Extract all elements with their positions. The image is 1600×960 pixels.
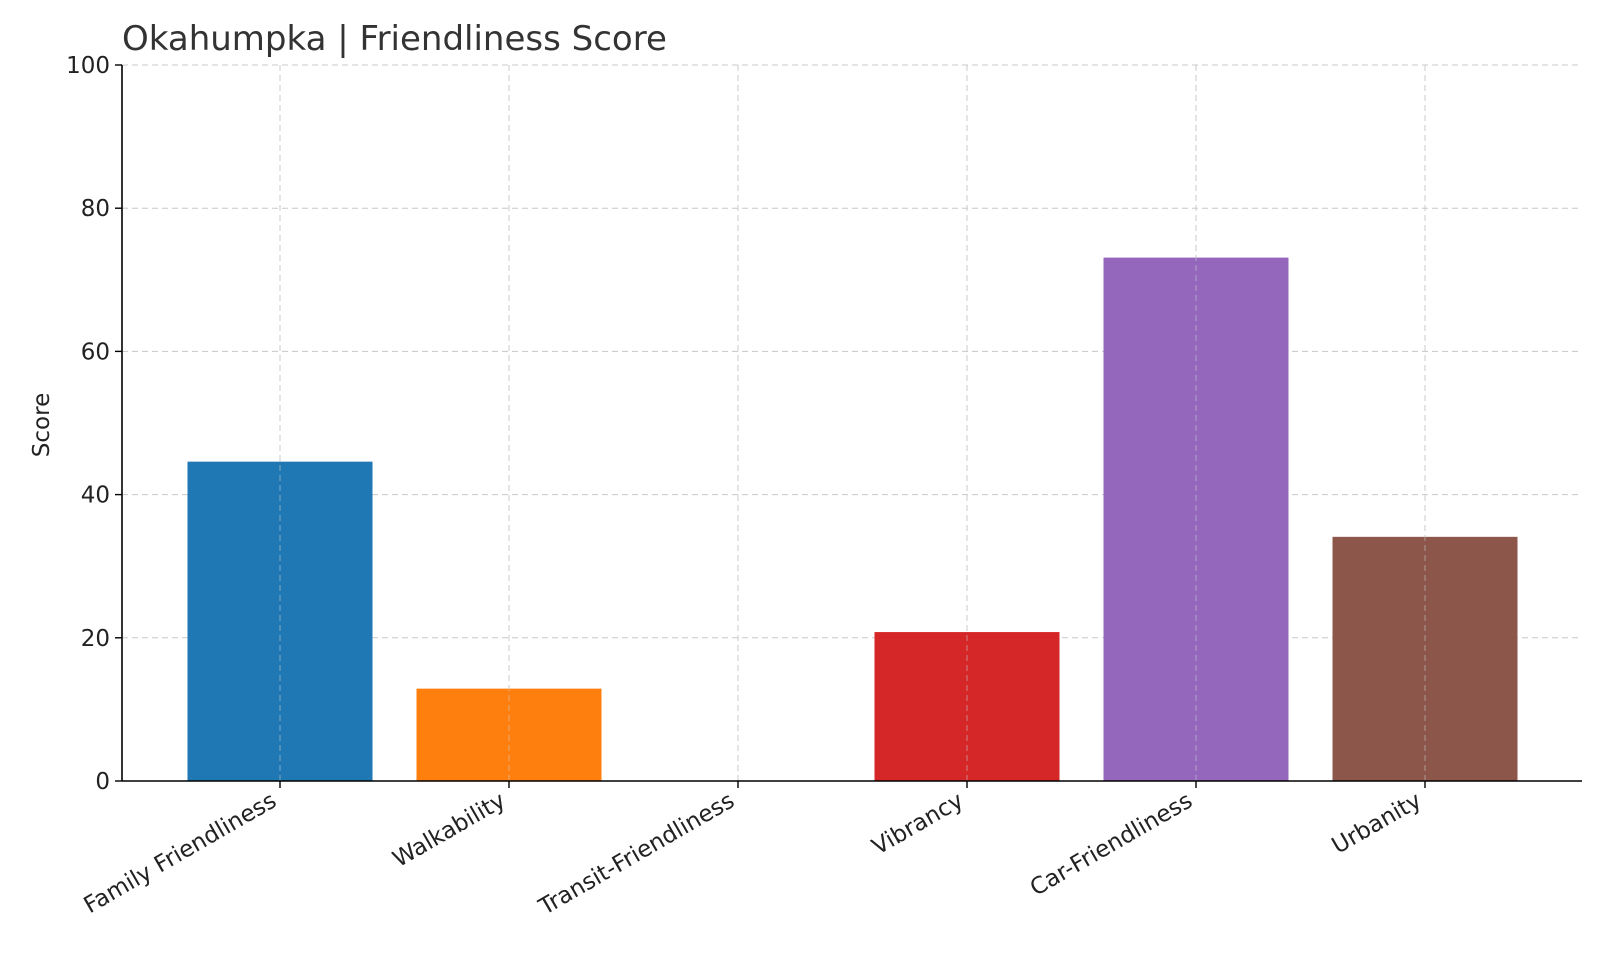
x-tick-label: Urbanity — [1328, 788, 1426, 860]
y-tick-label: 40 — [81, 483, 110, 509]
y-tick-label: 0 — [95, 769, 110, 795]
x-ticks: Family Friendliness Walkability Transit-Fr… — [80, 781, 1426, 921]
x-tick-label: Family Friendliness — [80, 788, 281, 919]
y-tick-label: 100 — [66, 53, 110, 79]
x-tick-label: Car-Friendliness — [1026, 788, 1197, 902]
axes — [121, 65, 1582, 782]
y-tick-label: 80 — [81, 196, 110, 222]
y-ticks: 0 20 40 60 80 100 — [66, 53, 122, 795]
y-tick-label: 60 — [81, 339, 110, 365]
bars — [187, 65, 1518, 781]
x-tick-label: Vibrancy — [868, 788, 968, 861]
chart-title: Okahumpka | Friendliness Score — [122, 19, 667, 59]
y-tick-label: 20 — [81, 626, 110, 652]
y-axis-label: Score — [29, 393, 55, 457]
x-tick-label: Transit-Friendliness — [534, 788, 739, 921]
x-tick-label: Walkability — [389, 788, 510, 873]
